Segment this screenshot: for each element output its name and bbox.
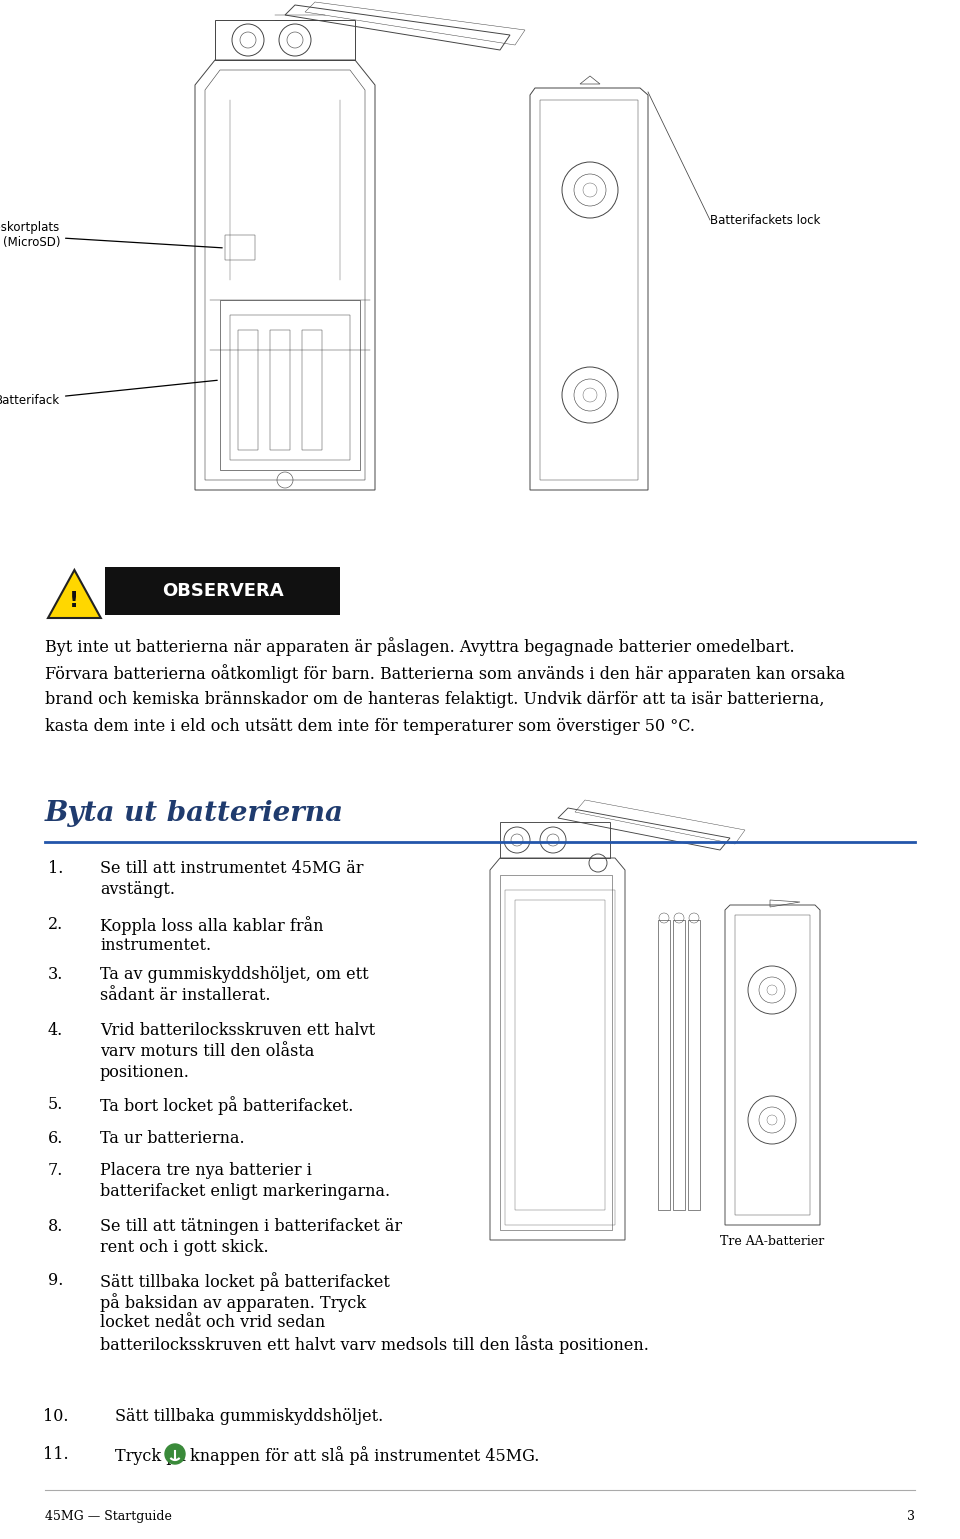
- Text: positionen.: positionen.: [100, 1063, 190, 1080]
- Text: Se till att tätningen i batterifacket är: Se till att tätningen i batterifacket är: [100, 1217, 402, 1234]
- Text: 9.: 9.: [48, 1273, 63, 1290]
- Text: OBSERVERA: OBSERVERA: [161, 582, 283, 600]
- Text: batterifacket enligt markeringarna.: batterifacket enligt markeringarna.: [100, 1183, 390, 1200]
- Text: brand och kemiska brännskador om de hanteras felaktigt. Undvik därför att ta isä: brand och kemiska brännskador om de hant…: [45, 691, 825, 708]
- Text: 1.: 1.: [48, 860, 63, 877]
- Text: batterilocksskruven ett halvt varv medsols till den låsta positionen.: batterilocksskruven ett halvt varv medso…: [100, 1334, 649, 1354]
- Text: kasta dem inte i eld och utsätt dem inte för temperaturer som överstiger 50 °C.: kasta dem inte i eld och utsätt dem inte…: [45, 719, 695, 736]
- Circle shape: [165, 1444, 185, 1464]
- Text: !: !: [69, 591, 80, 611]
- FancyBboxPatch shape: [105, 566, 340, 616]
- Polygon shape: [48, 569, 101, 619]
- Text: Batterifack: Batterifack: [0, 380, 217, 406]
- Text: 6.: 6.: [48, 1130, 63, 1147]
- Text: Sätt tillbaka gummiskyddshöljet.: Sätt tillbaka gummiskyddshöljet.: [115, 1408, 383, 1425]
- Text: 3: 3: [907, 1510, 915, 1524]
- Text: varv moturs till den olåsta: varv moturs till den olåsta: [100, 1043, 314, 1060]
- Text: Placera tre nya batterier i: Placera tre nya batterier i: [100, 1162, 312, 1179]
- Text: 4.: 4.: [48, 1022, 63, 1039]
- Text: instrumentet.: instrumentet.: [100, 937, 211, 954]
- Text: Byta ut batterierna: Byta ut batterierna: [45, 800, 344, 826]
- Text: knappen för att slå på instrumentet 45MG.: knappen för att slå på instrumentet 45MG…: [190, 1447, 540, 1465]
- Text: Tryck på: Tryck på: [115, 1447, 186, 1465]
- Text: på baksidan av apparaten. Tryck: på baksidan av apparaten. Tryck: [100, 1293, 366, 1311]
- Text: Se till att instrumentet 45MG är: Se till att instrumentet 45MG är: [100, 860, 364, 877]
- Text: Ta bort locket på batterifacket.: Ta bort locket på batterifacket.: [100, 1096, 353, 1114]
- Text: Koppla loss alla kablar från: Koppla loss alla kablar från: [100, 916, 324, 934]
- Text: 11.: 11.: [43, 1447, 68, 1464]
- Text: locket nedåt och vrid sedan: locket nedåt och vrid sedan: [100, 1314, 325, 1331]
- Text: Tre AA-batterier: Tre AA-batterier: [720, 1234, 824, 1248]
- Text: 7.: 7.: [48, 1162, 63, 1179]
- Text: Batterifackets lock: Batterifackets lock: [710, 214, 821, 226]
- Text: Byt inte ut batterierna när apparaten är påslagen. Avyttra begagnade batterier o: Byt inte ut batterierna när apparaten är…: [45, 637, 795, 656]
- Text: 5.: 5.: [48, 1096, 63, 1113]
- Text: 45MG — Startguide: 45MG — Startguide: [45, 1510, 172, 1524]
- Text: 3.: 3.: [48, 966, 63, 983]
- Text: Vrid batterilocksskruven ett halvt: Vrid batterilocksskruven ett halvt: [100, 1022, 375, 1039]
- Text: 2.: 2.: [48, 916, 63, 933]
- Text: Förvara batterierna oåtkomligt för barn. Batterierna som används i den här appar: Förvara batterierna oåtkomligt för barn.…: [45, 663, 845, 683]
- Text: sådant är installerat.: sådant är installerat.: [100, 986, 271, 1003]
- Text: Ta ur batterierna.: Ta ur batterierna.: [100, 1130, 245, 1147]
- Text: Sätt tillbaka locket på batterifacket: Sätt tillbaka locket på batterifacket: [100, 1273, 390, 1291]
- Text: 8.: 8.: [48, 1217, 63, 1234]
- Text: Ta av gummiskyddshöljet, om ett: Ta av gummiskyddshöljet, om ett: [100, 966, 369, 983]
- Text: avstängt.: avstängt.: [100, 880, 175, 897]
- Text: rent och i gott skick.: rent och i gott skick.: [100, 1239, 269, 1256]
- Text: Minneskortplats
(MicroSD): Minneskortplats (MicroSD): [0, 222, 222, 249]
- Text: 10.: 10.: [43, 1408, 68, 1425]
